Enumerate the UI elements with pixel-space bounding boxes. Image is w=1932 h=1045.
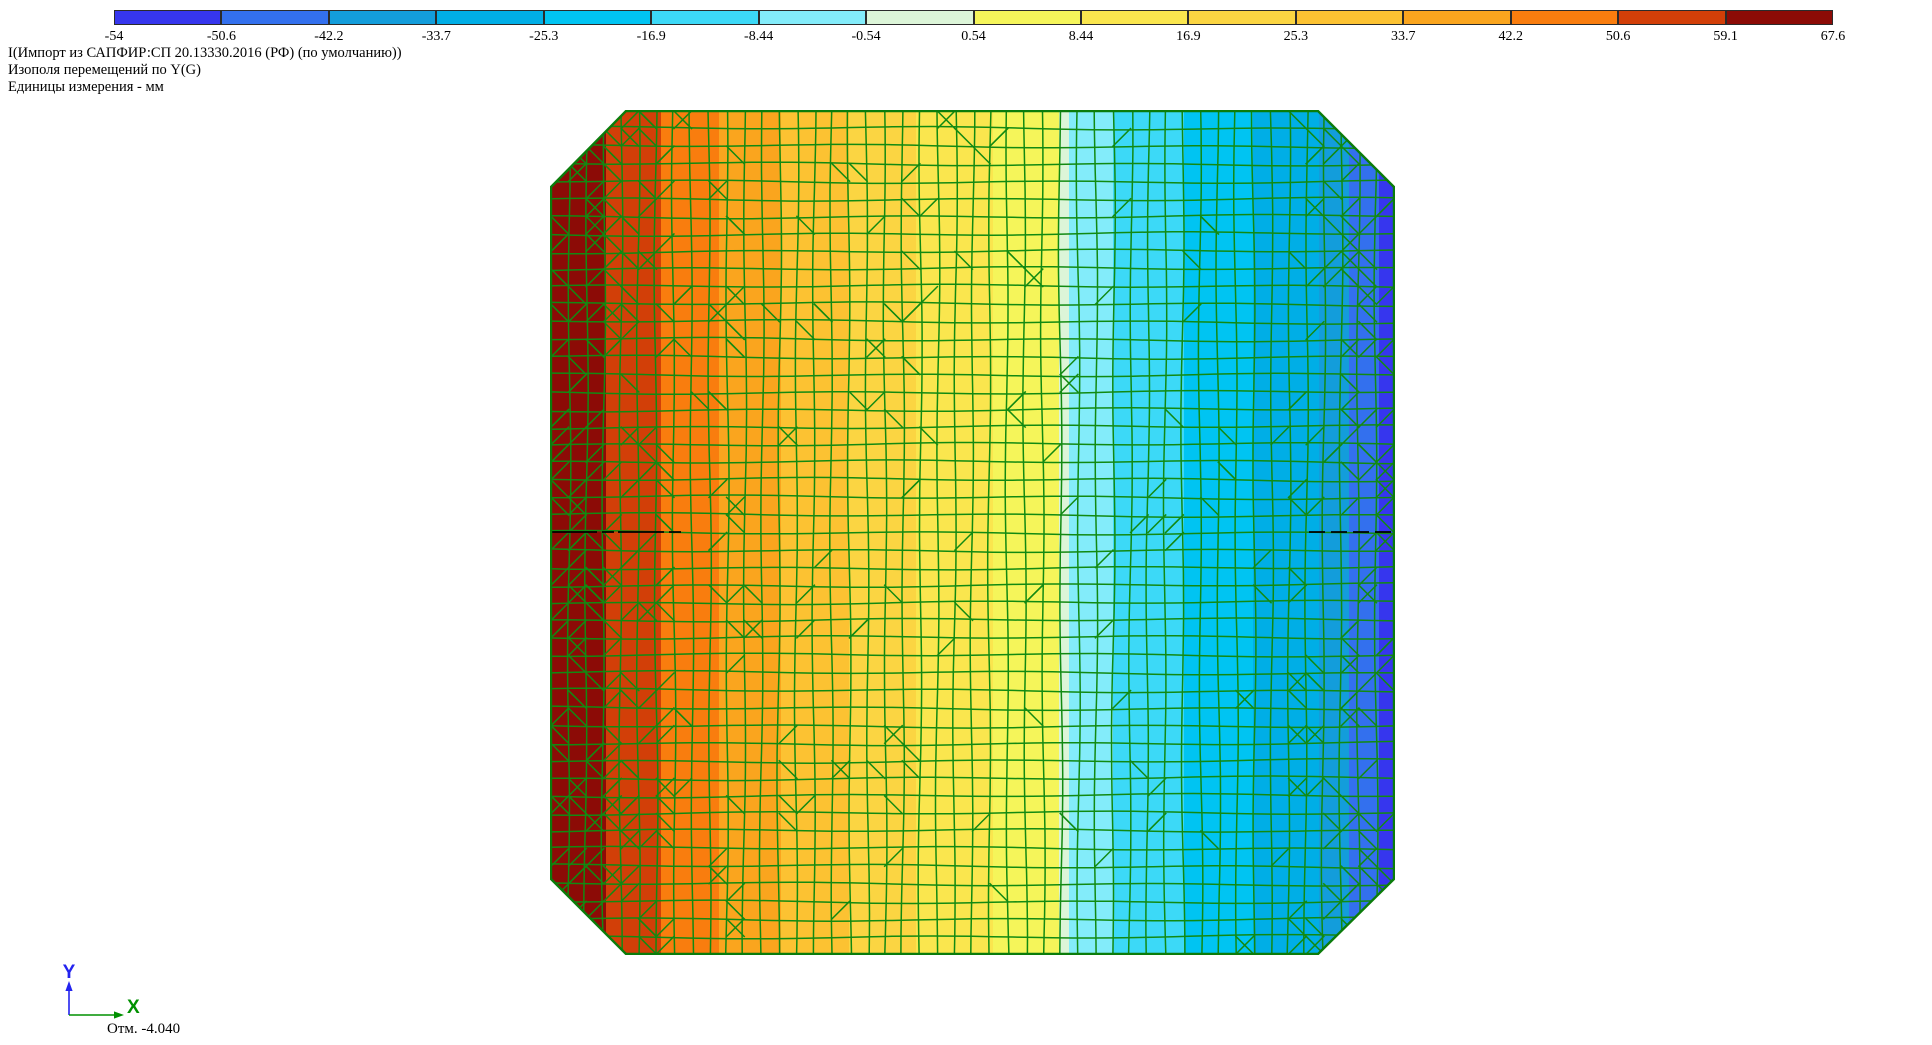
color-scale-tick: 25.3 [1283,29,1309,44]
isofield-mesh-plot[interactable] [550,110,1395,955]
color-scale-tick: 50.6 [1605,29,1631,44]
color-scale-segment [436,10,544,25]
color-scale-segment [114,10,222,25]
color-scale-tick: -25.3 [529,29,559,44]
color-scale-tick: 67.6 [1820,29,1846,44]
color-scale-segment [866,10,974,25]
color-scale-tick: -8.44 [744,29,774,44]
color-scale-segment [758,10,867,25]
x-axis-arrowhead-icon [114,1011,124,1019]
color-scale-segment [651,10,759,25]
color-scale-tick: -16.9 [636,29,666,44]
color-scale-tick: -42.2 [314,29,344,44]
color-scale-tick: 59.1 [1713,29,1738,44]
color-scale-tick: -54 [104,29,124,44]
color-scale-tick: -33.7 [421,29,451,44]
result-header: I(Импорт из САПФИР:СП 20.13330.2016 (РФ)… [8,45,402,96]
color-scale-segment [543,10,652,25]
units-label: Единицы измерения - мм [8,79,164,95]
color-scale-segment [221,10,329,25]
color-scale-bar [114,10,1833,25]
y-axis-label: Y [63,962,76,983]
color-scale-tick: 33.7 [1391,29,1416,44]
coordinate-triad-icon: Y X [63,962,140,1019]
color-scale-tick: -0.54 [851,29,881,44]
color-scale-segment [1618,10,1726,25]
y-axis-arrowhead-icon [65,981,73,991]
elevation-label: Отм. -4.040 [107,1021,181,1037]
color-scale-segment [1188,10,1296,25]
x-axis-label: X [127,997,140,1018]
color-scale-segment [1725,10,1833,25]
color-scale-segment [1510,10,1619,25]
color-scale-segment [1080,10,1189,25]
loadcase-title: I(Импорт из САПФИР:СП 20.13330.2016 (РФ)… [8,45,402,61]
color-scale-tick: 8.44 [1068,29,1094,44]
color-scale-tick: -50.6 [206,29,237,44]
color-scale-tick: 0.54 [961,29,986,44]
result-type-title: Изополя перемещений по Y(G) [8,62,201,78]
color-scale-segment [328,10,437,25]
color-scale-tick: 16.9 [1176,29,1201,44]
slab-outline [550,110,1395,955]
color-scale-segment [973,10,1081,25]
isofield-clip-group [551,111,1394,954]
color-scale-segment [1403,10,1511,25]
color-scale-segment [1295,10,1404,25]
color-scale-tick: 42.2 [1498,29,1523,44]
